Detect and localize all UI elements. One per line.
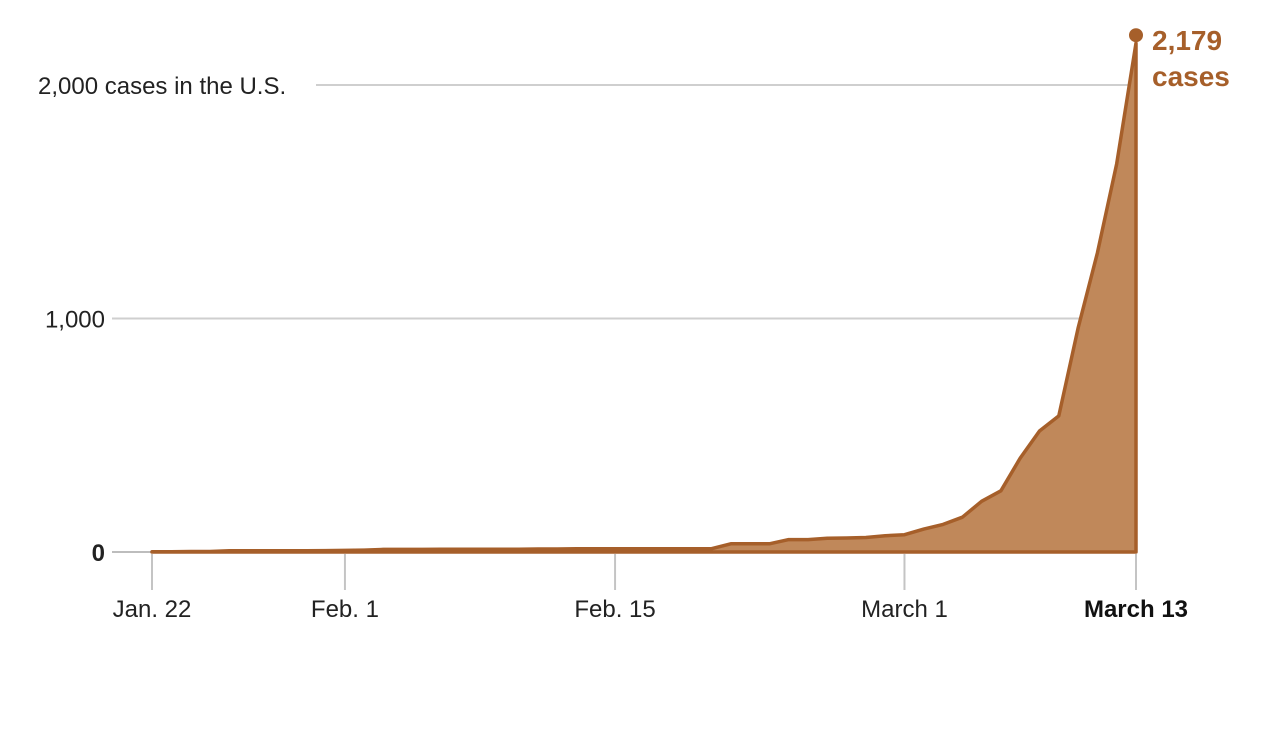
x-tick-label: Feb. 15: [574, 596, 655, 623]
y-tick-label-top: 2,000 cases in the U.S.: [38, 73, 286, 100]
y-tick-label: 1,000: [45, 307, 105, 334]
area-fill: [152, 43, 1136, 552]
end-point-marker: [1129, 28, 1143, 43]
y-tick-label-0: 0: [92, 540, 105, 567]
area-series: [150, 41, 1138, 554]
x-tick-label: March 1: [861, 596, 948, 623]
area-outline: [150, 41, 1138, 554]
gridlines: [112, 84, 1136, 553]
x-tick-label: Jan. 22: [113, 596, 192, 623]
x-tick-label: Feb. 1: [311, 596, 379, 623]
end-unit-label: cases: [1152, 61, 1230, 92]
x-axis: Jan. 22 Feb. 1 Feb. 15 March 1 March 13: [113, 554, 1188, 623]
x-tick-label: March 13: [1084, 596, 1188, 623]
end-annotation: 2,179 cases: [1129, 25, 1230, 92]
end-value-label: 2,179: [1152, 25, 1222, 56]
y-axis: 0 1,000 2,000 cases in the U.S.: [38, 73, 286, 567]
